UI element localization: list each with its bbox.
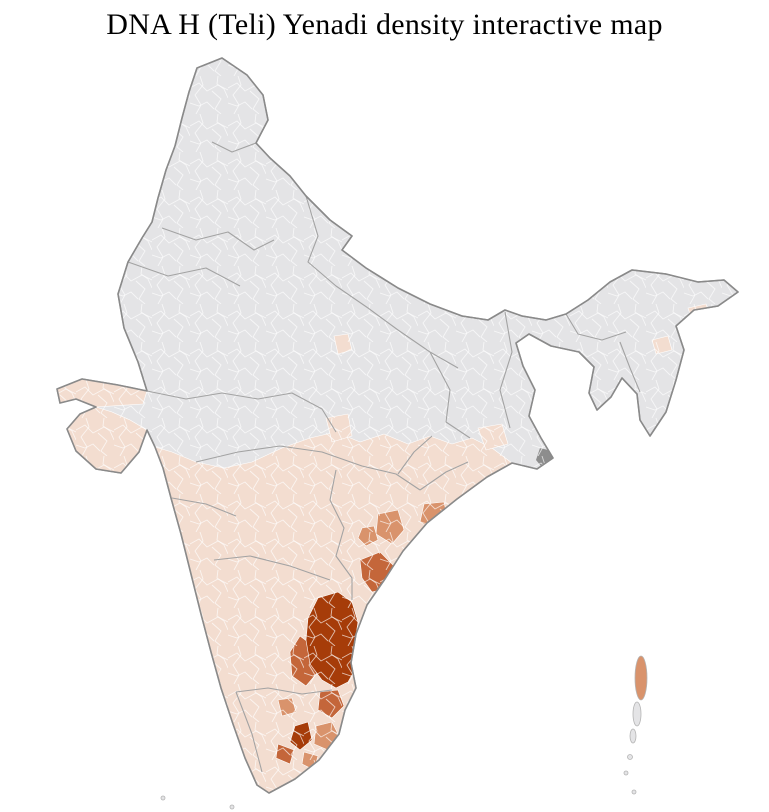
andaman-nicobar-islands[interactable] — [623, 655, 648, 795]
island-nicobar-2[interactable] — [623, 770, 629, 776]
island-nicobar-1[interactable] — [627, 754, 633, 760]
india-outline — [56, 57, 739, 794]
island-nicobar-3[interactable] — [631, 789, 637, 795]
island-lakshadweep-1[interactable] — [160, 795, 166, 801]
island-andaman-south[interactable] — [632, 701, 642, 727]
lakshadweep-islands[interactable] — [160, 795, 235, 810]
island-andaman-north[interactable] — [634, 655, 648, 701]
page-title: DNA H (Teli) Yenadi density interactive … — [106, 8, 663, 41]
state-borders — [127, 141, 641, 773]
island-little-andaman[interactable] — [629, 728, 637, 744]
island-lakshadweep-2[interactable] — [229, 804, 235, 810]
